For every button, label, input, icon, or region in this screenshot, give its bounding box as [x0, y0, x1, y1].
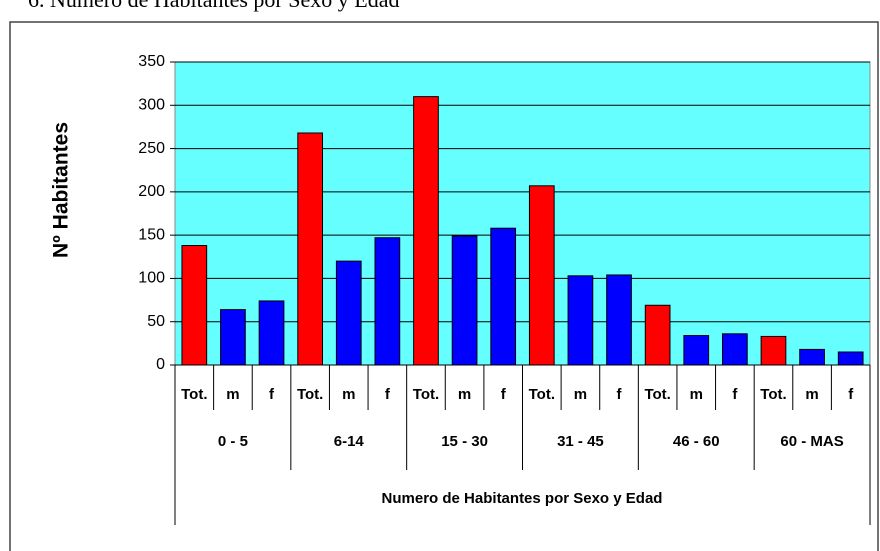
bar — [258, 300, 285, 366]
bar — [490, 227, 517, 366]
group-label: 0 - 5 — [218, 433, 248, 450]
group-label: 15 - 30 — [441, 433, 488, 450]
x-tick-label: f — [617, 386, 623, 403]
y-axis-label: Nº Habitantes — [50, 122, 73, 258]
y-tick-label: 250 — [138, 140, 165, 157]
y-tick-label: 150 — [138, 226, 165, 243]
x-tick-label: Tot. — [297, 386, 323, 403]
bar — [683, 335, 710, 366]
group-label: 60 - MAS — [780, 433, 843, 450]
bar — [567, 275, 594, 366]
y-tick-label: 300 — [138, 97, 165, 114]
x-tick-label: Tot. — [644, 386, 670, 403]
bar — [837, 351, 864, 366]
bar — [413, 96, 439, 366]
x-tick-label: f — [848, 386, 854, 403]
x-tick-label: Tot. — [529, 386, 555, 403]
x-tick-label: f — [501, 386, 507, 403]
x-tick-label: m — [574, 386, 587, 403]
y-tick-label: 50 — [147, 313, 165, 330]
bar — [606, 274, 632, 366]
x-tick-label: m — [690, 386, 703, 403]
x-tick-label: m — [342, 386, 355, 403]
bar — [760, 335, 787, 366]
bar — [528, 185, 555, 366]
bar — [374, 237, 401, 366]
x-tick-label: f — [732, 386, 738, 403]
group-label: 46 - 60 — [673, 433, 720, 450]
bar — [335, 260, 362, 366]
bar — [297, 132, 323, 366]
bar — [451, 235, 478, 366]
chart-frame — [9, 21, 879, 551]
x-axis-label: Numero de Habitantes por Sexo y Edad — [382, 490, 663, 507]
x-tick-label: Tot. — [760, 386, 786, 403]
x-tick-label: Tot. — [413, 386, 439, 403]
y-tick-label: 200 — [138, 183, 165, 200]
y-tick-label: 100 — [138, 270, 165, 287]
x-tick-label: Tot. — [181, 386, 207, 403]
chart-title: 6. Número de Habitantes por Sexo y Edad — [28, 0, 399, 12]
bar — [644, 304, 671, 366]
x-tick-label: m — [458, 386, 471, 403]
x-tick-label: m — [805, 386, 818, 403]
bar — [220, 309, 246, 366]
group-label: 31 - 45 — [557, 433, 604, 450]
group-label: 6-14 — [334, 433, 365, 450]
x-tick-label: f — [269, 386, 275, 403]
x-tick-label: m — [226, 386, 239, 403]
x-tick-label: f — [385, 386, 391, 403]
bar — [799, 348, 825, 366]
bar — [722, 333, 748, 366]
y-tick-label: 350 — [138, 53, 165, 70]
bar — [181, 245, 208, 366]
y-tick-label: 0 — [156, 356, 165, 373]
